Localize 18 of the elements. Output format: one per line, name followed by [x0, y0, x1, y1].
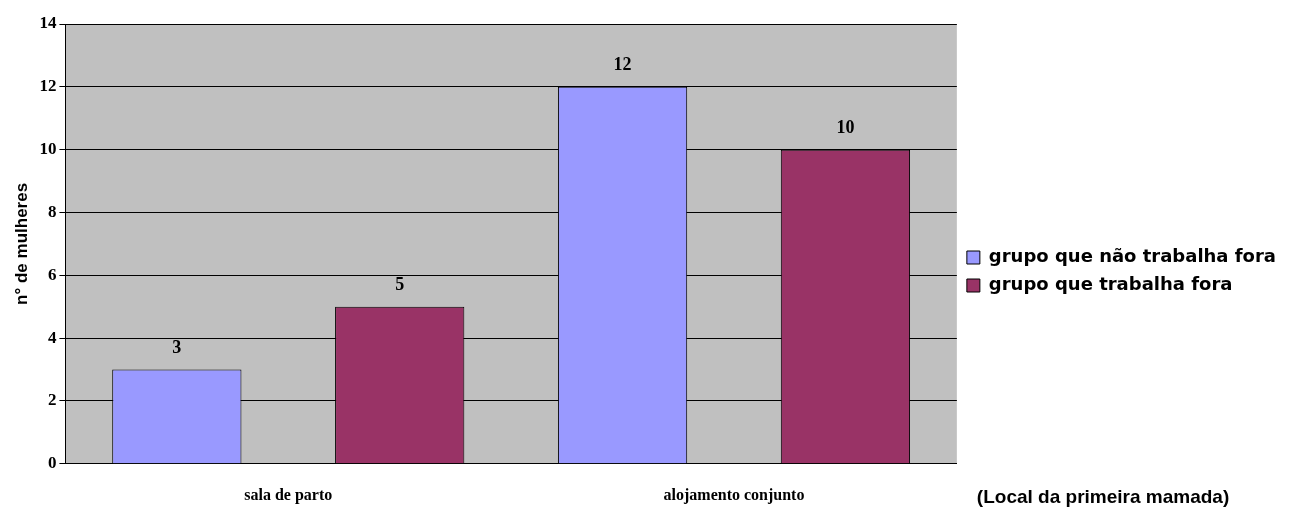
y-tick-label: 14	[39, 13, 57, 33]
x-axis-title: (Local da primeira mamada)	[976, 485, 1230, 507]
data-label: 12	[613, 54, 632, 75]
y-tick-label: 0	[47, 453, 57, 473]
y-tick-label: 4	[47, 327, 57, 347]
y-tick-label: 12	[39, 76, 57, 96]
data-label: 3	[172, 337, 182, 358]
legend-label: grupo que trabalha fora	[988, 273, 1233, 295]
y-tick-label: 6	[47, 264, 57, 284]
x-tick-label: sala de parto	[244, 485, 333, 504]
legend-label: grupo que não trabalha fora	[988, 245, 1276, 267]
y-axis-title: n° de mulheres	[11, 182, 31, 305]
data-label: 5	[395, 274, 405, 295]
y-tick-label: 8	[47, 201, 57, 221]
y-tick-label: 10	[39, 139, 57, 159]
x-tick-label: alojamento conjunto	[663, 485, 805, 504]
data-label: 10	[836, 117, 855, 138]
y-tick-label: 2	[47, 390, 57, 410]
